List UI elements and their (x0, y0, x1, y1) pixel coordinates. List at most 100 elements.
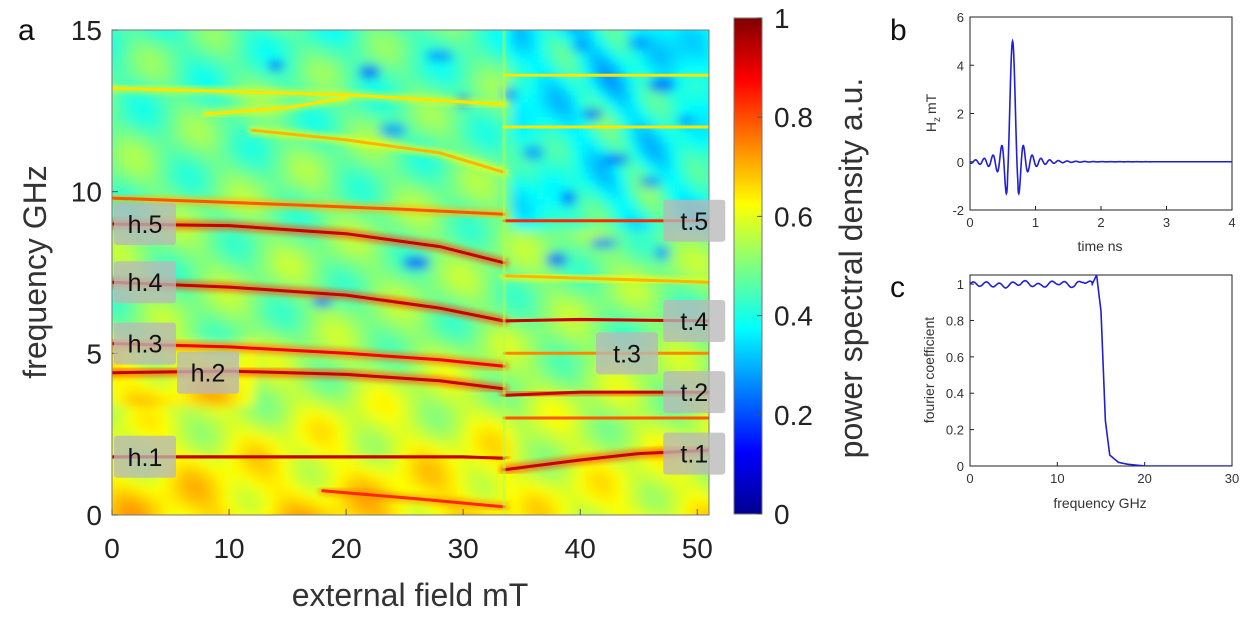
mode-label-box (663, 300, 726, 342)
ridge-line (321, 489, 506, 509)
pulse-x-tick-label: 2 (1097, 215, 1104, 230)
fourier-y-tick-label: 0.6 (946, 350, 964, 365)
mode-label-text: h.4 (128, 269, 163, 297)
mode-label-t5: t.5 (663, 199, 726, 242)
colorbar: 0 0.2 0.4 0.6 0.8 1 power spectral density a.… (733, 3, 869, 530)
mode-label-box (177, 351, 239, 394)
fourier-x-tick-label: 0 (966, 471, 973, 486)
fourier-y-label: fourier coefficient (921, 317, 937, 423)
heatmap-y-tick-label: 15 (71, 15, 102, 46)
pulse-x-tick-label: 4 (1228, 215, 1235, 230)
fourier-y-tick-label: 0.4 (946, 386, 964, 401)
mode-label-text: t.2 (680, 379, 708, 407)
pulse-x-tick-label: 0 (966, 215, 973, 230)
pulse-y-tick-label: 4 (957, 58, 964, 73)
heatmap-x-ticks: 0 10 20 30 40 50 (104, 509, 713, 564)
mode-label-h4: h.4 (114, 261, 176, 304)
heatmap-x-tick-label: 20 (331, 533, 362, 564)
colorbar-tick-label: 0.6 (774, 201, 813, 232)
fourier-frame (969, 274, 1233, 467)
fourier-x-tick-label: 20 (1137, 471, 1151, 486)
mode-label-text: t.4 (680, 308, 708, 336)
pulse-y-label-unit: mT (923, 93, 939, 114)
pulse-x-label: time ns (1077, 238, 1122, 254)
colorbar-tick-label: 0.8 (774, 102, 813, 133)
pulse-x-tick-label: 3 (1163, 215, 1170, 230)
mode-label-t4: t.4 (663, 300, 726, 342)
colorbar-gradient (733, 17, 763, 515)
mode-label-box (663, 199, 726, 242)
mode-label-text: t.1 (680, 441, 708, 469)
heatmap-y-tick-label: 10 (71, 177, 102, 208)
pulse-y-label: Hz mT (923, 93, 943, 132)
fourier-panel: c 0 10 20 30 0 0.2 0.4 0.6 0.8 1 frequency GHz fo… (890, 271, 1239, 511)
colorbar-tick-label: 0 (774, 499, 790, 530)
heatmap-x-tick-label: 30 (448, 533, 479, 564)
mode-label-t2: t.2 (663, 371, 726, 414)
pulse-series-line (970, 38, 1232, 196)
ridge-line (112, 342, 506, 368)
heatmap-x-label: external field mT (292, 577, 529, 613)
ridge-line (112, 86, 506, 106)
pulse-y-tick-label: 0 (957, 155, 964, 170)
panel-letter-c: c (890, 271, 905, 304)
pulse-x-tick-label: 1 (1032, 215, 1039, 230)
mode-label-h1: h.1 (114, 435, 176, 478)
mode-label-text: h.5 (128, 211, 163, 239)
heatmap-y-tick-label: 0 (86, 500, 102, 531)
fourier-x-tick-label: 30 (1225, 471, 1239, 486)
ridge-line (112, 455, 506, 460)
fourier-y-tick-label: 0.8 (946, 313, 964, 328)
fourier-y-tick-label: 0.2 (946, 423, 964, 438)
mode-label-box (663, 432, 726, 475)
mode-label-text: h.2 (191, 360, 226, 388)
colorbar-tick-label: 0.2 (774, 400, 813, 431)
fourier-x-tick-label: 10 (1050, 471, 1064, 486)
mode-label-t1: t.1 (663, 432, 726, 475)
mode-label-text: t.3 (613, 340, 641, 368)
heatmap-panel: a 0 10 20 30 40 50 0 5 10 15 external field mT f… (17, 14, 726, 613)
heatmap-y-ticks: 0 5 10 15 (71, 15, 118, 531)
colorbar-tick-label: 0.4 (774, 301, 813, 332)
colorbar-tick-label: 1 (774, 3, 790, 34)
colorbar-ticks: 0 0.2 0.4 0.6 0.8 1 (757, 3, 813, 530)
panel-letter-a: a (18, 14, 35, 47)
ridge-line (112, 280, 506, 323)
colorbar-label: power spectral density a.u. (833, 78, 869, 459)
mode-label-box (114, 203, 176, 245)
ridge-line (204, 96, 348, 116)
mode-label-box (114, 261, 176, 304)
mode-label-box (114, 435, 176, 478)
pulse-y-tick-label: -2 (952, 203, 964, 218)
heatmap-x-tick-label: 10 (213, 533, 244, 564)
fourier-ticks: 0 10 20 30 0 0.2 0.4 0.6 0.8 1 (946, 277, 1239, 486)
mode-label-text: h.1 (128, 444, 163, 472)
panel-letter-b: b (890, 14, 907, 47)
heatmap-y-label: frequency GHz (17, 165, 53, 378)
heatmap-background (112, 30, 709, 515)
fourier-x-label: frequency GHz (1053, 495, 1146, 511)
mode-label-text: t.5 (680, 208, 708, 236)
pulse-y-tick-label: 6 (957, 10, 964, 25)
heatmap-x-tick-label: 50 (682, 533, 713, 564)
ridge-line (112, 222, 506, 265)
heatmap-y-tick-label: 5 (86, 338, 102, 369)
ridge-line (502, 274, 709, 284)
heatmap-x-tick-label: 40 (565, 533, 596, 564)
mode-label-box (114, 322, 176, 365)
mode-label-box (596, 332, 659, 375)
mode-label-t3: t.3 (596, 332, 659, 375)
ridge-line (112, 196, 506, 216)
pulse-y-label-subscript: z (932, 117, 943, 122)
pulse-y-label-symbol: H (923, 122, 939, 132)
mode-label-h2: h.2 (177, 351, 239, 394)
heatmap-frame (111, 29, 710, 516)
fourier-series-line (970, 275, 1232, 466)
ridge-line (251, 128, 506, 174)
mode-label-h3: h.3 (114, 322, 176, 365)
heatmap-x-tick-label: 0 (104, 533, 120, 564)
mode-label-text: h.3 (128, 331, 163, 359)
